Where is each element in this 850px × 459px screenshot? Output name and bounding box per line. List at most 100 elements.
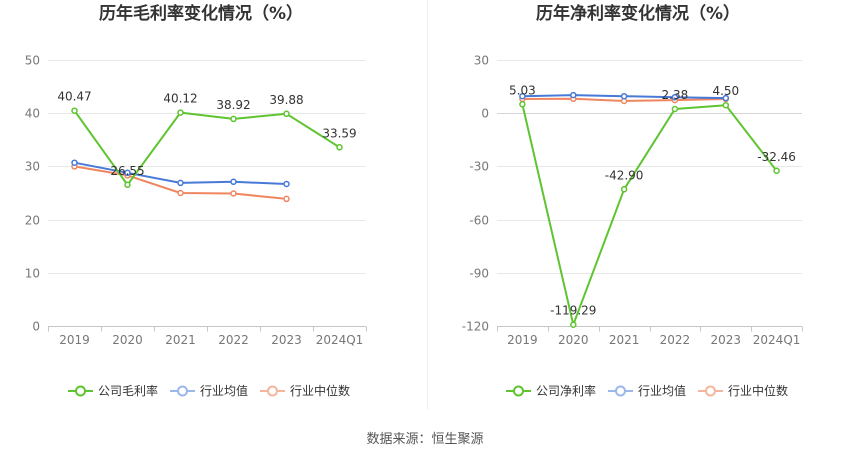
- series-company: [519, 101, 780, 328]
- series-industry-mean: [71, 159, 290, 188]
- data-label: -42.90: [605, 168, 644, 182]
- data-labels-company: 40.47 26.55 40.12 38.92 39.88 33.59: [57, 90, 356, 178]
- data-point-industry-mean: [283, 180, 290, 188]
- data-point-industry-mean: [519, 92, 526, 100]
- data-point-industry-mean: [230, 178, 237, 186]
- legend-label-industry-median: 行业中位数: [290, 384, 351, 398]
- x-tick-label: 2024Q1: [753, 333, 801, 347]
- gross-margin-chart-title: 历年毛利率变化情况（%）: [98, 4, 304, 24]
- legend-item-company-net-margin[interactable]: 公司净利率: [506, 383, 596, 399]
- legend-line-marker-icon: [68, 385, 93, 397]
- gross-margin-chart: 0 10 20 30 40 50 2019 2020 2021 2022 2023 2024Q1 40.…: [25, 54, 367, 347]
- series-line-company: [521, 103, 778, 326]
- legend-item-industry-median[interactable]: 行业中位数: [260, 383, 350, 399]
- data-label: 4.50: [712, 84, 739, 98]
- data-point-company: [230, 115, 237, 123]
- data-point-company: [671, 105, 679, 113]
- y-tick-label: -90: [469, 267, 489, 281]
- data-point-company: [283, 110, 290, 118]
- y-tick-label: -120: [462, 320, 489, 334]
- data-point-company: [620, 186, 628, 193]
- data-point-industry-mean: [124, 169, 131, 177]
- net-margin-legend: 公司净利率 行业均值 行业中位数: [506, 383, 788, 399]
- data-label: 2.38: [662, 88, 689, 102]
- data-point-industry-median: [177, 189, 184, 197]
- legend-line-marker-icon: [608, 385, 634, 397]
- data-point-industry-mean: [722, 94, 730, 102]
- net-margin-chart: -120 -90 -60 -30 0 30 2019 2020 2021 2022 2023 2024…: [462, 54, 803, 347]
- gross-margin-legend: 公司毛利率 行业均值 行业中位数: [68, 383, 350, 399]
- data-source-note: 数据来源：恒生聚源: [366, 432, 484, 447]
- gross-margin-y-axis: 0 10 20 30 40 50: [25, 54, 40, 334]
- x-tick-label: 2021: [609, 333, 640, 347]
- net-margin-chart-title: 历年净利率变化情况（%）: [535, 4, 741, 24]
- data-point-industry-median: [230, 190, 237, 197]
- data-point-company: [71, 107, 78, 114]
- data-point-company: [773, 167, 780, 175]
- data-label: -119.29: [550, 304, 596, 318]
- gross-margin-x-axis: 2019 2020 2021 2022 2023 2024Q1: [48, 326, 367, 347]
- data-label: 26.55: [110, 164, 144, 178]
- x-tick-label: 2021: [165, 333, 196, 347]
- data-label: 38.92: [216, 98, 250, 112]
- y-tick-label: 40: [25, 107, 40, 121]
- x-tick-label: 2023: [711, 333, 742, 347]
- data-label: 40.12: [163, 92, 197, 106]
- data-labels-company: 5.03 -119.29 -42.90 2.38 4.50 -32.46: [509, 83, 796, 317]
- y-tick-label: -60: [469, 214, 489, 228]
- series-company: [71, 107, 343, 189]
- data-point-industry-mean: [71, 159, 78, 166]
- legend-line-marker-icon: [506, 385, 531, 397]
- data-point-company: [177, 109, 184, 116]
- data-label: -32.46: [757, 150, 796, 164]
- x-tick-label: 2019: [59, 333, 90, 347]
- net-margin-x-axis: 2019 2020 2021 2022 2023 2024Q1: [497, 326, 803, 347]
- y-tick-label: 20: [25, 214, 40, 228]
- data-point-industry-mean: [570, 91, 577, 99]
- legend-label-company-gross-margin: 公司毛利率: [98, 384, 159, 398]
- x-tick-label: 2024Q1: [316, 333, 364, 347]
- x-tick-label: 2019: [507, 333, 538, 347]
- legend-item-industry-median[interactable]: 行业中位数: [698, 383, 788, 399]
- y-tick-label: 0: [32, 320, 40, 334]
- data-point-industry-mean: [620, 92, 628, 100]
- data-point-company: [570, 321, 577, 328]
- data-point-company: [519, 101, 526, 108]
- y-tick-label: 10: [25, 267, 40, 281]
- data-label: 33.59: [322, 126, 356, 140]
- legend-line-marker-icon: [698, 385, 724, 397]
- legend-item-industry-mean[interactable]: 行业均值: [170, 383, 248, 399]
- net-margin-grid: [497, 60, 802, 327]
- legend-line-marker-icon: [260, 385, 286, 397]
- x-tick-label: 2020: [112, 333, 143, 347]
- data-point-company: [124, 181, 131, 189]
- legend-label-industry-median: 行业中位数: [728, 384, 789, 398]
- legend-label-company-net-margin: 公司净利率: [536, 384, 597, 398]
- data-label: 40.47: [57, 90, 91, 104]
- legend-item-company-gross-margin[interactable]: 公司毛利率: [68, 383, 158, 399]
- x-tick-label: 2022: [218, 333, 249, 347]
- legend-item-industry-mean[interactable]: 行业均值: [608, 383, 686, 399]
- x-tick-label: 2023: [271, 333, 302, 347]
- legend-label-industry-mean: 行业均值: [638, 384, 687, 398]
- y-tick-label: -30: [469, 160, 489, 174]
- legend-line-marker-icon: [170, 385, 196, 397]
- data-label: 5.03: [509, 83, 536, 97]
- y-tick-label: 30: [474, 54, 489, 68]
- y-tick-label: 30: [25, 160, 40, 174]
- y-tick-label: 0: [481, 107, 489, 121]
- data-point-company: [722, 101, 730, 109]
- chart-divider: [427, 0, 428, 410]
- series-line-company: [73, 109, 341, 186]
- data-label: 39.88: [269, 93, 303, 107]
- legend-label-industry-mean: 行业均值: [200, 384, 249, 398]
- data-point-industry-mean: [177, 179, 184, 187]
- series-industry-mean: [519, 91, 730, 102]
- x-tick-label: 2020: [558, 333, 589, 347]
- y-tick-label: 50: [25, 54, 40, 68]
- data-point-industry-mean: [671, 93, 679, 101]
- data-point-company: [336, 144, 343, 151]
- net-margin-y-axis: -120 -90 -60 -30 0 30: [462, 54, 489, 334]
- data-point-industry-median: [283, 195, 290, 203]
- x-tick-label: 2022: [660, 333, 691, 347]
